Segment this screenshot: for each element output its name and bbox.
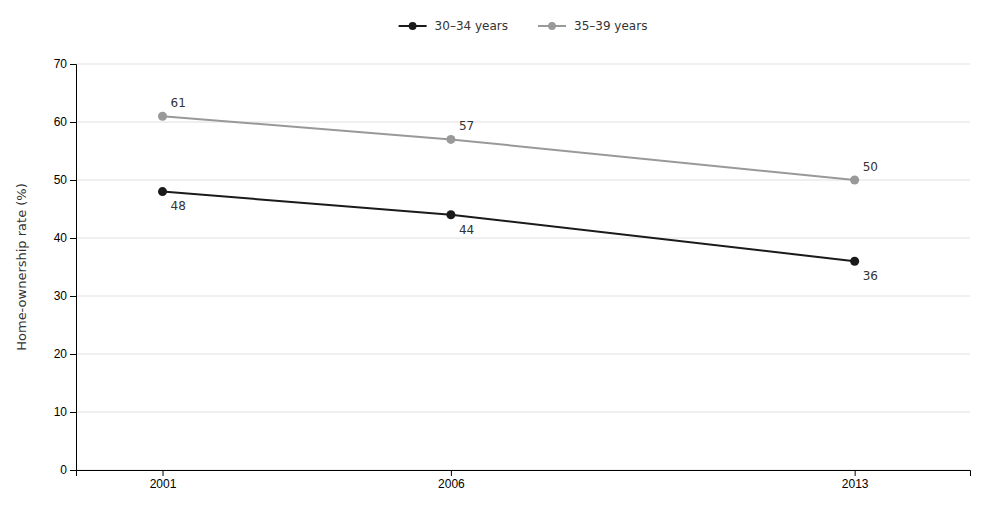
data-label: 50 bbox=[863, 160, 878, 174]
y-tick-mark bbox=[70, 238, 76, 239]
y-tick-label: 40 bbox=[54, 231, 68, 245]
y-tick-label: 50 bbox=[54, 173, 68, 187]
legend-item: 35–39 years bbox=[538, 19, 647, 33]
x-tick-mark bbox=[855, 470, 856, 476]
x-tick: 2013 bbox=[842, 470, 869, 491]
data-labels: 48 44 36 61 57 50 bbox=[171, 96, 878, 283]
x-tick-mark bbox=[163, 470, 164, 476]
point bbox=[446, 210, 455, 219]
series bbox=[158, 112, 859, 185]
line bbox=[163, 116, 855, 180]
point bbox=[158, 112, 167, 121]
line bbox=[163, 192, 855, 262]
y-axis-line bbox=[70, 65, 77, 471]
data-label: 57 bbox=[459, 119, 474, 133]
x-axis: 2001 2006 2013 bbox=[77, 470, 971, 491]
legend-item: 30–34 years bbox=[399, 19, 508, 33]
data-label: 48 bbox=[171, 199, 186, 213]
y-tick: 50 bbox=[54, 173, 76, 187]
y-tick-label: 0 bbox=[60, 463, 67, 477]
x-tick-mark bbox=[451, 470, 452, 476]
y-tick-mark bbox=[70, 122, 76, 123]
point bbox=[850, 175, 859, 184]
grid-line bbox=[76, 122, 970, 123]
y-tick-mark bbox=[70, 64, 76, 65]
chart: 2001 2006 2013 0 10 20 30 40 50 60 70 Home-ownershi… bbox=[0, 0, 1000, 518]
legend-label: 30–34 years bbox=[435, 19, 508, 33]
point bbox=[850, 257, 859, 266]
y-tick-label: 10 bbox=[54, 405, 68, 419]
y-tick: 10 bbox=[54, 405, 76, 419]
grid-line bbox=[76, 180, 970, 181]
legend-marker bbox=[409, 22, 417, 30]
y-axis-title: Home-ownership rate (%) bbox=[14, 183, 29, 351]
marks bbox=[158, 112, 859, 266]
grid-line bbox=[76, 412, 970, 413]
grid bbox=[76, 64, 970, 470]
y-tick-mark bbox=[70, 180, 76, 181]
y-tick-mark bbox=[70, 296, 76, 297]
y-tick: 70 bbox=[54, 57, 76, 71]
data-label: 36 bbox=[863, 269, 878, 283]
y-tick-mark bbox=[70, 412, 76, 413]
y-tick: 20 bbox=[54, 347, 76, 361]
y-tick-label: 60 bbox=[54, 115, 68, 129]
y-tick-label: 70 bbox=[54, 57, 68, 71]
y-tick-mark bbox=[70, 354, 76, 355]
x-tick-label: 2013 bbox=[842, 477, 869, 491]
y-tick: 60 bbox=[54, 115, 76, 129]
data-label: 44 bbox=[459, 223, 474, 237]
y-tick: 0 bbox=[60, 463, 76, 477]
plot: 2001 2006 2013 0 10 20 30 40 50 60 70 Home-ownershi… bbox=[14, 57, 971, 490]
grid-line bbox=[76, 64, 970, 65]
grid-line bbox=[76, 354, 970, 355]
legend: 30–34 years 35–39 years bbox=[399, 19, 648, 33]
y-tick-label: 20 bbox=[54, 347, 68, 361]
grid-line bbox=[76, 296, 970, 297]
y-tick: 30 bbox=[54, 289, 76, 303]
y-tick: 40 bbox=[54, 231, 76, 245]
x-tick: 2001 bbox=[150, 470, 177, 491]
y-tick-label: 30 bbox=[54, 289, 68, 303]
point bbox=[158, 187, 167, 196]
point bbox=[446, 135, 455, 144]
grid-line bbox=[76, 238, 970, 239]
x-tick-label: 2001 bbox=[150, 477, 177, 491]
series bbox=[158, 187, 859, 266]
y-axis: 0 10 20 30 40 50 60 70 bbox=[54, 57, 77, 477]
legend-label: 35–39 years bbox=[574, 19, 647, 33]
x-axis-line bbox=[77, 471, 971, 477]
x-tick: 2006 bbox=[438, 470, 465, 491]
data-label: 61 bbox=[171, 96, 186, 110]
y-tick-mark bbox=[70, 470, 76, 471]
x-tick-label: 2006 bbox=[438, 477, 465, 491]
legend-marker bbox=[548, 22, 556, 30]
